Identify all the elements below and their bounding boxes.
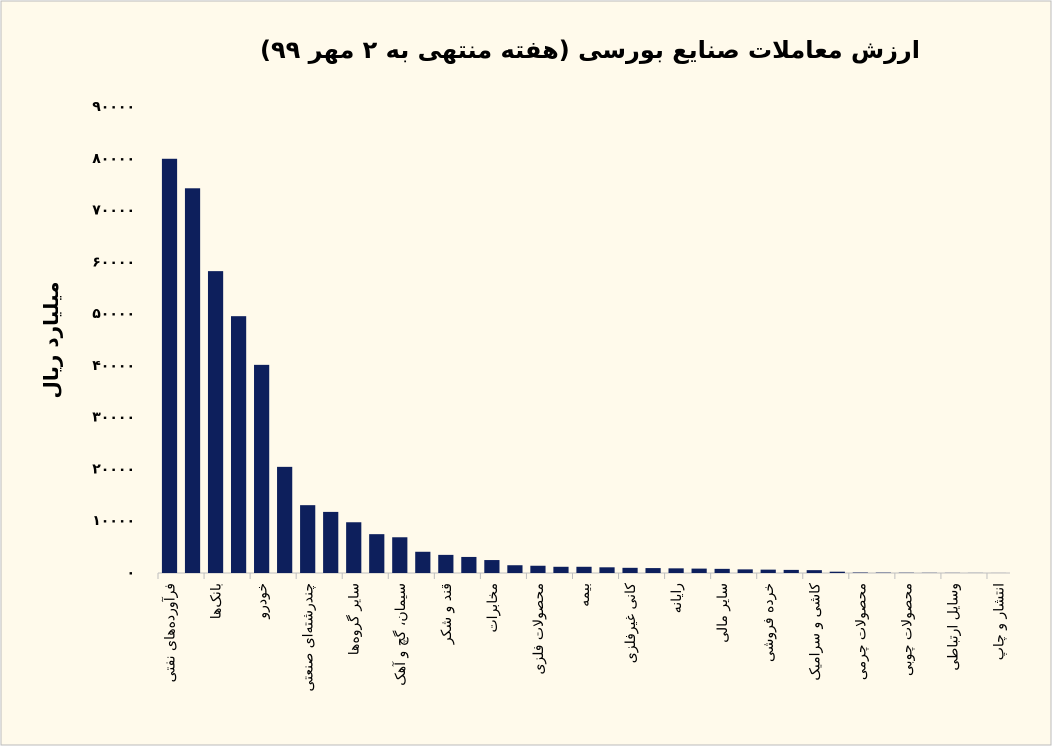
bar [507, 565, 523, 573]
bar [622, 567, 638, 573]
bar [691, 568, 707, 573]
y-tick-label: ۴۰۰۰۰ [92, 358, 135, 374]
bar [207, 271, 224, 573]
bar [599, 567, 615, 573]
x-tick-label: محصولات چرمی [853, 583, 869, 680]
x-tick-label: کانی غیرفلزی [623, 583, 639, 664]
x-tick-label: سایر گروه‌ها [346, 583, 363, 655]
bar [668, 568, 684, 573]
bar [346, 522, 362, 573]
bar [254, 364, 270, 573]
bar [783, 569, 799, 573]
bar [714, 568, 730, 573]
bar [461, 556, 477, 573]
x-tick-label: چندرشته‌ای صنعتی [301, 583, 317, 692]
bar [530, 565, 546, 573]
bar [161, 158, 178, 573]
bar [760, 569, 776, 573]
bar [484, 560, 500, 573]
x-tick-label: سیمان، گچ و آهک [392, 583, 409, 686]
x-tick-label: خودرو [255, 583, 271, 620]
y-tick-label: ۱۰۰۰۰ [92, 513, 135, 529]
x-tick-label: قند و شکر [439, 583, 455, 645]
x-tick-label: خرده فروشی [761, 583, 777, 662]
bar [645, 568, 661, 573]
bar [553, 566, 569, 573]
bar [392, 537, 408, 573]
y-tick-label: ۷۰۰۰۰ [92, 203, 135, 219]
x-tick-label: سایر مالی [715, 583, 731, 643]
bar [415, 551, 431, 573]
chart-title: ارزش معاملات صنایع بورسی (هفته منتهی به … [260, 36, 920, 64]
y-tick-label: ۲۰۰۰۰ [92, 461, 135, 477]
bar [323, 511, 339, 573]
bar [438, 554, 454, 573]
x-tick-label: وسایل ارتباطی [945, 583, 961, 671]
y-tick-label: ۶۰۰۰۰ [92, 254, 135, 270]
x-tick-label: انتشار و چاپ [991, 583, 1007, 660]
bar [829, 571, 845, 573]
bar [369, 534, 385, 573]
x-tick-label: کاشی و سرامیک [807, 583, 823, 681]
x-tick-label: رایانه [669, 583, 685, 613]
y-tick-label: ۹۰۰۰۰ [92, 99, 135, 115]
bar [184, 188, 201, 573]
x-tick-label: فرآورده‌های نفتی [162, 583, 179, 682]
bar [806, 570, 822, 573]
bar [277, 466, 293, 573]
x-tick-label: محصولات فلزی [531, 583, 547, 675]
x-tick-label: بانک‌ها [209, 583, 225, 619]
bar [852, 572, 868, 573]
bar [230, 316, 247, 573]
y-tick-label: ۸۰۰۰۰ [92, 151, 135, 167]
y-tick-label: ۳۰۰۰۰ [92, 410, 135, 426]
bar [300, 505, 316, 573]
x-tick-label: مخابرات [485, 583, 501, 633]
x-tick-label: بیمه [577, 583, 593, 607]
x-tick-label: محصولات چوبی [899, 583, 915, 676]
y-axis-label: میلیارد ریال [39, 281, 63, 398]
bar [737, 569, 753, 573]
y-tick-label: ۰ [126, 565, 135, 581]
bar [576, 566, 592, 573]
y-tick-label: ۵۰۰۰۰ [92, 306, 135, 322]
